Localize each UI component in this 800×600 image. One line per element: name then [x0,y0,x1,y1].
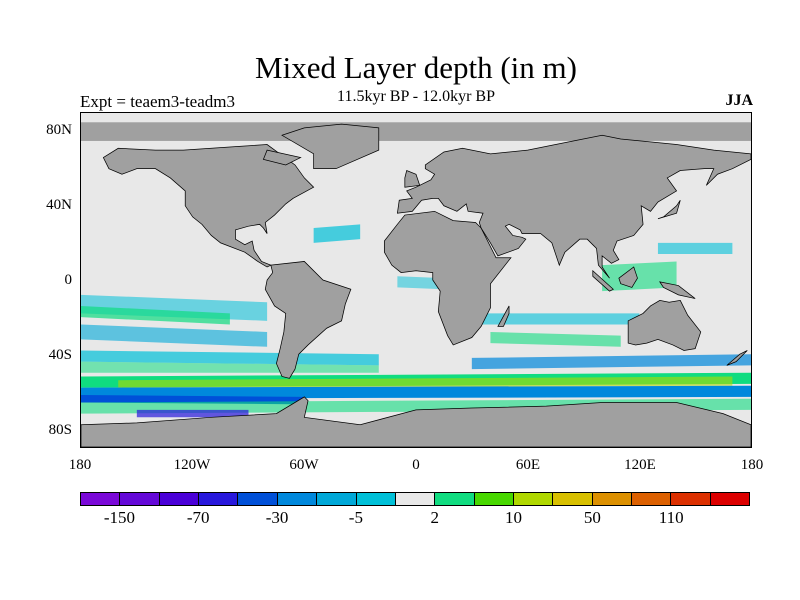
colorbar-box [356,493,396,505]
colorbar-label: -70 [186,508,210,527]
colorbar-box [632,493,672,505]
australia [627,299,702,351]
x-tick-label: 120E [624,457,656,473]
colorbar-box [513,493,554,505]
x-tick-label: 180 [68,457,92,473]
colorbar-box [120,493,160,505]
colorbar-box [474,493,514,505]
colorbar-label: -150 [103,508,135,527]
new-guinea [658,281,696,299]
y-tick-label: 80N [46,122,72,138]
colorbar-box [592,493,633,505]
y-tick-label: 0 [64,272,73,288]
madagascar [497,305,510,327]
continents [80,123,752,448]
colorbar-box [81,493,121,505]
y-tick-label: 40N [46,197,72,213]
colorbar-label: 50 [583,508,601,527]
borneo [618,266,638,288]
greenland [281,123,380,170]
eurasia [396,134,752,279]
colorbar-label: -30 [265,508,289,527]
colorbar-label: -5 [348,508,363,527]
north-america [102,144,315,268]
new-zealand [726,350,748,366]
anomaly-fields [81,122,751,418]
sumatra [592,269,614,292]
colorbar-label: 2 [430,508,439,527]
x-tick-label: 60E [515,457,541,473]
x-tick-label: 0 [412,457,420,473]
y-tick-label: 80S [48,422,72,438]
africa [383,210,512,346]
baffin-island [262,149,302,166]
japan [657,200,681,220]
y-tick-label: 40S [48,347,72,363]
world-map [80,112,752,448]
colorbar-box [317,493,357,505]
season-label: JJA [725,92,753,109]
colorbar [80,492,750,506]
british-isles [404,170,421,188]
experiment-label: Expt = teaem3-teadm3 [80,92,235,111]
colorbar-box [159,493,200,505]
colorbar-box [435,493,475,505]
colorbar-label: 10 [505,508,523,527]
x-tick-label: 120W [173,457,211,473]
colorbar-box [671,493,711,505]
map-canvas [80,113,752,448]
plot-title: Mixed Layer depth (in m) [255,50,577,85]
x-tick-label: 60W [289,457,319,473]
colorbar-box [553,493,593,505]
colorbar-box [199,493,239,505]
south-america [264,261,352,379]
colorbar-box [710,493,750,505]
plot-subtitle: 11.5kyr BP - 12.0kyr BP [337,88,495,105]
colorbar-box [277,493,318,505]
x-tick-label: 180 [740,457,764,473]
colorbar-label: 110 [658,508,684,527]
colorbar-box [238,493,278,505]
colorbar-box [395,493,436,505]
